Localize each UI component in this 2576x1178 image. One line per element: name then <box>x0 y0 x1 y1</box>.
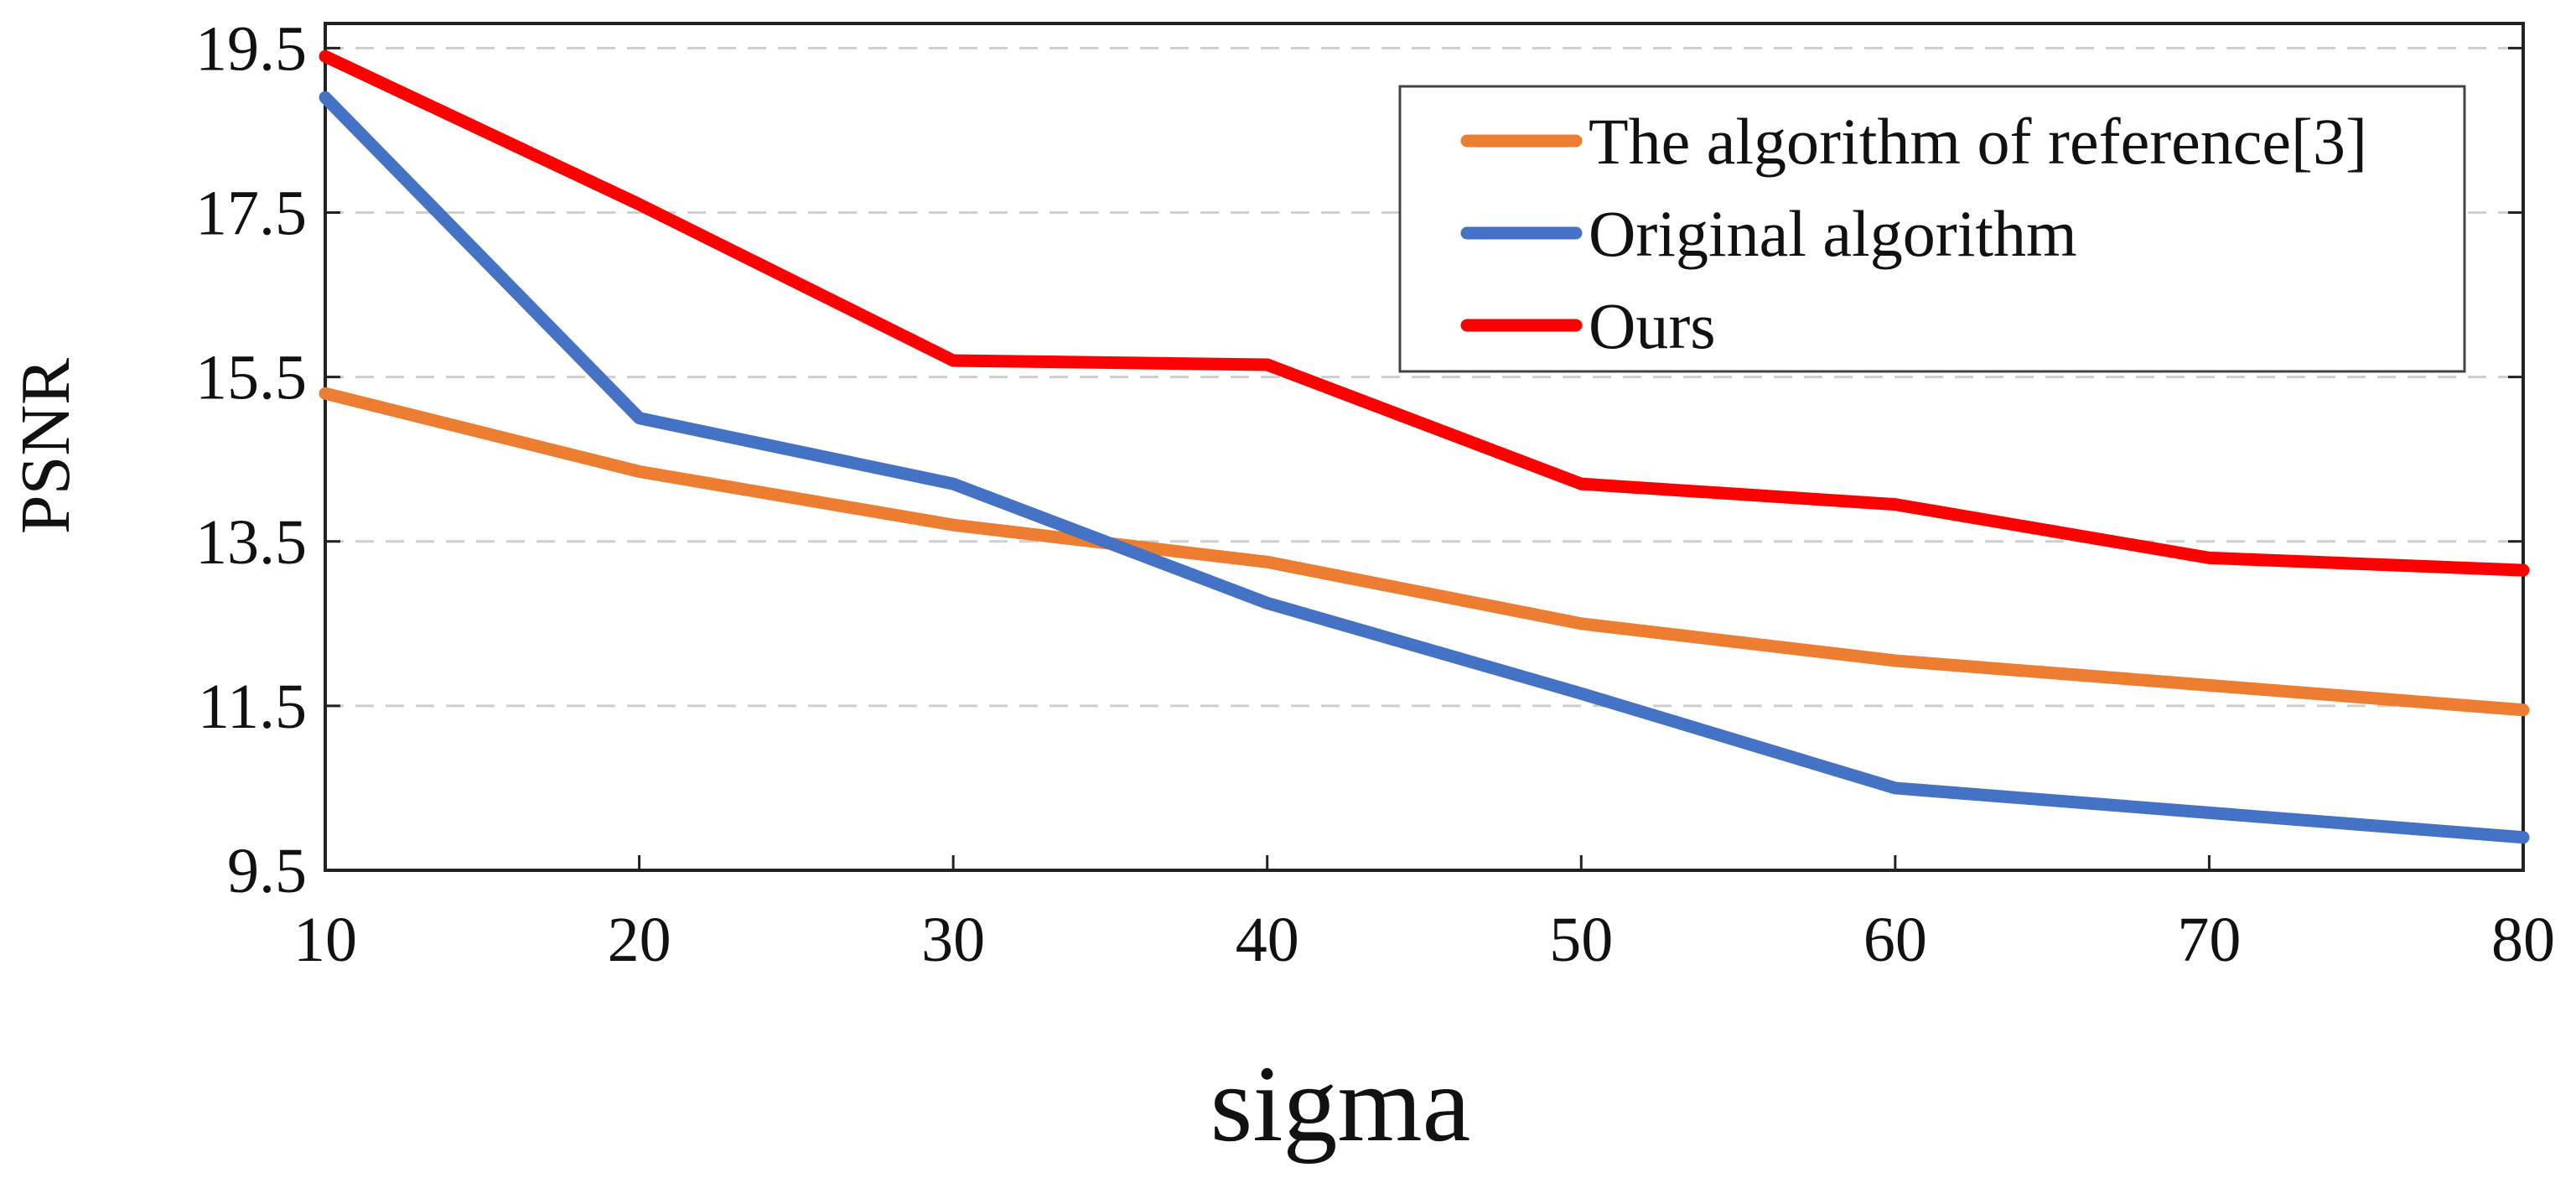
series-line-reference <box>319 387 2530 717</box>
axis-ticks: 19.5 17.5 15.5 13.5 11.5 9.510 20 30 40 50 60 70 80 <box>195 13 2555 975</box>
y-tick-label: 15.5 <box>195 343 307 413</box>
y-tick-label: 19.5 <box>195 13 307 84</box>
legend-label-reference: The algorithm of reference[3] <box>1589 105 2367 178</box>
x-tick-label: 20 <box>608 905 671 975</box>
x-tick-label: 40 <box>1236 905 1299 975</box>
y-axis-label: PSNR <box>7 358 85 534</box>
x-axis-label: sigma <box>1210 1044 1471 1165</box>
y-tick-label: 9.5 <box>227 836 307 906</box>
x-tick-label: 80 <box>2491 905 2555 975</box>
y-tick-label: 11.5 <box>198 672 307 742</box>
legend-label-original: Original algorithm <box>1589 197 2077 270</box>
x-tick-label: 30 <box>921 905 985 975</box>
series-lines <box>319 49 2530 844</box>
series-line-original <box>319 91 2530 844</box>
legend-label-ours: Ours <box>1589 289 1716 362</box>
y-tick-label: 17.5 <box>195 179 307 249</box>
plot-area-frame <box>324 22 2525 872</box>
series-line-ours <box>319 49 2530 577</box>
legend: The algorithm of reference[3] Original a… <box>1398 85 2466 373</box>
x-tick-label: 60 <box>1863 905 1927 975</box>
x-tick-label: 70 <box>2177 905 2241 975</box>
y-tick-label: 13.5 <box>195 507 307 578</box>
x-tick-label: 10 <box>293 905 357 975</box>
x-tick-label: 50 <box>1549 905 1613 975</box>
